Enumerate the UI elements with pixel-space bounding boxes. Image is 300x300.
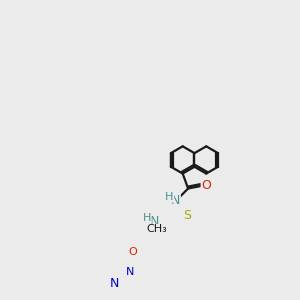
Text: S: S [183, 209, 191, 222]
Text: N: N [109, 277, 119, 290]
Text: N: N [149, 215, 159, 228]
Text: O: O [202, 179, 212, 192]
Text: H: H [142, 213, 151, 223]
Text: CH₃: CH₃ [147, 224, 167, 234]
Text: H: H [165, 192, 173, 202]
Text: N: N [170, 194, 180, 207]
Text: O: O [129, 247, 137, 257]
Text: N: N [126, 267, 134, 277]
